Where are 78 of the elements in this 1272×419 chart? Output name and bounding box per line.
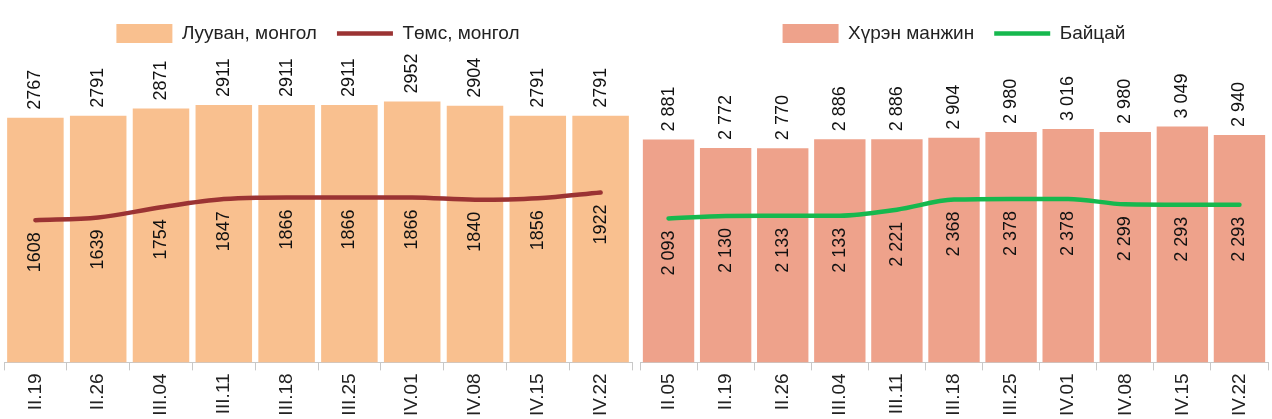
- data-label: 2 886: [885, 86, 906, 132]
- bar: [1156, 126, 1209, 363]
- data-label: 1922: [589, 204, 610, 245]
- data-label: 2 133: [828, 227, 849, 273]
- x-tick-label: III.18: [274, 373, 296, 416]
- x-tick-label: IV.22: [1227, 373, 1249, 416]
- data-label: 2 980: [1000, 78, 1021, 124]
- data-label: 2 293: [1228, 216, 1249, 262]
- x-tick-label: IV.15: [526, 373, 548, 416]
- data-label: 2904: [463, 57, 484, 98]
- data-label: 2952: [401, 53, 422, 94]
- data-label: 2 881: [657, 86, 678, 132]
- x-tick-label: II.05: [656, 373, 678, 411]
- bar: [871, 139, 923, 363]
- x-tick-label: III.25: [337, 373, 359, 416]
- data-label: 2 221: [885, 221, 906, 267]
- x-tick-label: IV.15: [1170, 373, 1192, 416]
- legend-label: Төмс, монгол: [402, 21, 520, 43]
- data-label: 1866: [401, 209, 422, 250]
- legend-label: Лууван, монгол: [181, 21, 317, 43]
- data-label: 1847: [212, 211, 233, 252]
- data-label: 2 772: [714, 94, 735, 140]
- data-label: 2 886: [828, 86, 849, 132]
- data-label: 2791: [87, 67, 108, 108]
- x-tick-label: IV.22: [588, 373, 610, 416]
- data-label: 2 904: [942, 84, 963, 130]
- x-tick-label: II.26: [86, 373, 108, 411]
- x-tick-label: II.19: [713, 373, 735, 411]
- data-label: 2 133: [771, 227, 792, 273]
- bar: [928, 137, 980, 363]
- data-label: 1608: [24, 232, 45, 273]
- data-label: 2 368: [942, 211, 963, 257]
- data-label: 2871: [149, 60, 170, 101]
- legend-label: Хүрэн манжин: [848, 21, 975, 43]
- data-label: 3 049: [1171, 73, 1192, 119]
- data-label: 2 770: [771, 95, 792, 141]
- bar: [985, 131, 1037, 363]
- data-label: 2791: [589, 67, 610, 108]
- bar: [642, 139, 695, 363]
- x-tick-label: III.11: [885, 373, 907, 415]
- x-tick-label: III.04: [149, 372, 171, 416]
- x-tick-label: IV.08: [463, 373, 485, 416]
- x-tick-label: II.19: [23, 373, 45, 411]
- x-tick-label: III.11: [212, 373, 234, 415]
- data-label: 2911: [275, 58, 296, 98]
- data-label: 2 980: [1114, 78, 1135, 124]
- data-label: 1754: [149, 219, 170, 260]
- data-label: 1866: [338, 209, 359, 250]
- x-tick-label: II.26: [770, 373, 792, 411]
- data-label: 2791: [526, 67, 547, 108]
- bar: [1099, 131, 1151, 363]
- bar: [757, 148, 809, 363]
- data-label: 2767: [24, 69, 45, 110]
- x-tick-label: III.18: [942, 373, 964, 416]
- data-label: 1856: [526, 210, 547, 251]
- bar: [814, 139, 866, 363]
- data-label: 2 093: [657, 230, 678, 276]
- data-label: 2 130: [714, 227, 735, 273]
- x-tick-label: IV.01: [400, 373, 422, 416]
- data-label: 1639: [87, 229, 108, 270]
- data-label: 2911: [338, 58, 359, 98]
- bar: [1213, 134, 1266, 363]
- data-label: 2 293: [1171, 216, 1192, 262]
- data-label: 1866: [275, 209, 296, 250]
- data-label: 2 299: [1114, 216, 1135, 262]
- x-tick-label: III.25: [999, 373, 1021, 416]
- x-tick-label: IV.08: [1113, 373, 1135, 416]
- data-label: 2 378: [1000, 210, 1021, 256]
- x-tick-label: IV.01: [1056, 373, 1078, 416]
- data-label: 2 378: [1057, 210, 1078, 256]
- data-label: 2 940: [1228, 81, 1249, 127]
- data-label: 1840: [463, 211, 484, 252]
- bar: [1042, 129, 1094, 363]
- bar: [699, 147, 752, 363]
- legend-label: Байцай: [1059, 21, 1126, 43]
- data-label: 2911: [212, 58, 233, 98]
- x-tick-label: III.04: [828, 372, 850, 416]
- data-label: 3 016: [1057, 76, 1078, 122]
